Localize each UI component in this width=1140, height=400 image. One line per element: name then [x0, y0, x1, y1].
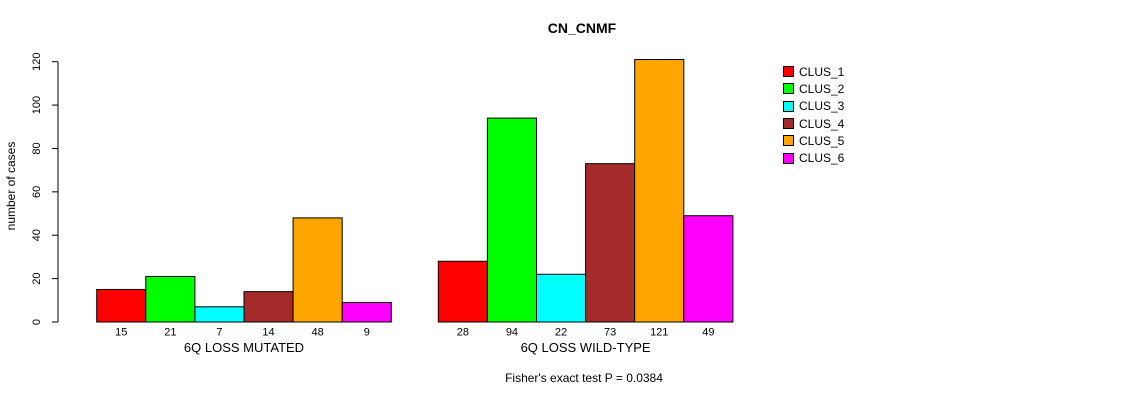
bar-value-label: 49: [702, 327, 714, 339]
bar-clus_5-2: [634, 59, 685, 323]
y-axis-tick-label: 40: [31, 229, 43, 241]
legend-swatch-icon: [783, 135, 794, 147]
bar-clus_4-1: [243, 291, 294, 323]
y-axis-tick-label: 120: [31, 53, 43, 71]
legend-label: CLUS_2: [799, 81, 845, 96]
bar-clus_6-2: [683, 215, 734, 323]
bar-clus_1-2: [437, 260, 488, 323]
y-axis-tick-label: 80: [31, 142, 43, 154]
chart-title: CN_CNMF: [547, 20, 617, 36]
y-axis-tick-label: 20: [31, 272, 43, 284]
legend-label: CLUS_5: [799, 133, 845, 148]
legend-item-clus_2: CLUS_2: [783, 80, 844, 97]
bar-clus_2-2: [486, 117, 537, 323]
fisher-test-annotation: Fisher's exact test P = 0.0384: [505, 371, 663, 385]
bar-value-label: 121: [650, 327, 668, 339]
legend-swatch-icon: [783, 83, 794, 95]
y-axis-tick-label: 60: [31, 186, 43, 198]
legend-item-clus_1: CLUS_1: [783, 63, 844, 80]
legend: CLUS_1 CLUS_2 CLUS_3 CLUS_4 CLUS_5 CLUS_6: [783, 63, 844, 167]
bar-clus_4-2: [585, 163, 636, 323]
bar-value-label: 22: [555, 327, 567, 339]
legend-item-clus_3: CLUS_3: [783, 98, 844, 115]
bar-value-label: 21: [164, 327, 176, 339]
legend-item-clus_6: CLUS_6: [783, 149, 844, 166]
y-axis-tick-label: 100: [31, 96, 43, 114]
bar-value-label: 14: [262, 327, 274, 339]
group-label: 6Q LOSS MUTATED: [184, 340, 304, 355]
bar-value-label: 73: [604, 327, 616, 339]
y-axis-tick-label: 0: [31, 319, 43, 325]
legend-item-clus_5: CLUS_5: [783, 132, 844, 149]
legend-swatch-icon: [783, 66, 794, 78]
legend-item-clus_4: CLUS_4: [783, 115, 844, 132]
bar-value-label: 48: [312, 327, 324, 339]
legend-label: CLUS_6: [799, 151, 845, 166]
legend-swatch-icon: [783, 152, 794, 164]
legend-swatch-icon: [783, 118, 794, 130]
group-label: 6Q LOSS WILD-TYPE: [521, 340, 651, 355]
bar-value-label: 9: [364, 327, 370, 339]
bar-clus_5-1: [292, 217, 343, 323]
bar-clus_2-1: [145, 275, 196, 323]
bar-value-label: 15: [115, 327, 127, 339]
bar-value-label: 28: [457, 327, 469, 339]
legend-label: CLUS_3: [799, 99, 845, 114]
bar-value-label: 7: [216, 327, 222, 339]
bar-clus_3-1: [194, 306, 245, 323]
bar-value-label: 94: [506, 327, 518, 339]
legend-swatch-icon: [783, 100, 794, 112]
bar-clus_1-1: [96, 288, 147, 323]
bar-clus_6-1: [341, 301, 392, 323]
bar-clus_3-2: [536, 273, 587, 323]
legend-label: CLUS_1: [799, 64, 845, 79]
legend-label: CLUS_4: [799, 116, 845, 131]
